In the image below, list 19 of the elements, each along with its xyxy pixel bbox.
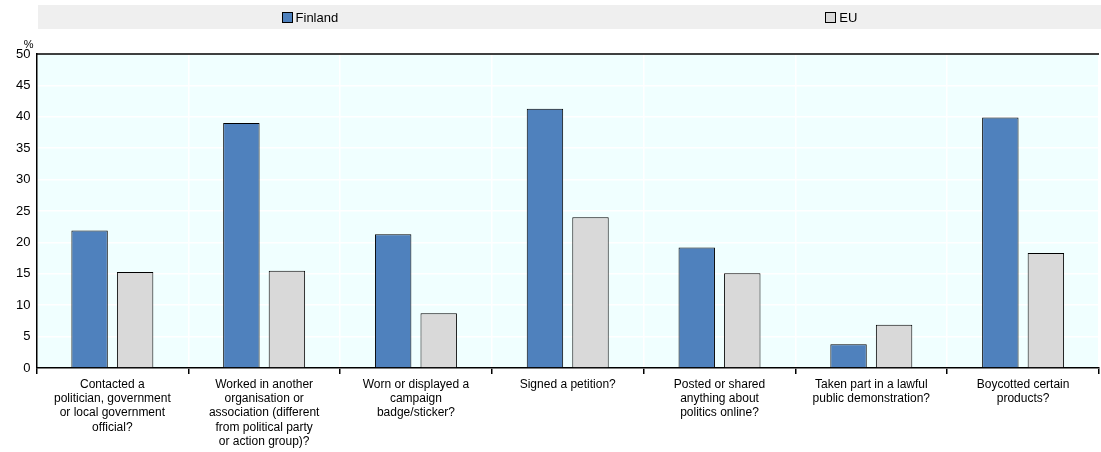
- y-tick-label: 10: [15, 296, 31, 312]
- legend-label: EU: [839, 9, 858, 25]
- x-tick-label: Contacted a politician, government or local government official?: [53, 376, 172, 434]
- x-tick-label: Worn or displayed a campaign badge/sticker?: [362, 376, 470, 420]
- y-tick-label: 45: [15, 76, 31, 92]
- y-tick-label: 25: [15, 202, 31, 218]
- x-tick-label: Posted or shared anything about politics online?: [673, 376, 766, 420]
- y-tick-label: 40: [15, 108, 31, 124]
- y-tick-label: 15: [15, 265, 31, 281]
- y-tick-label: 30: [15, 171, 31, 187]
- y-tick-label: 20: [15, 233, 31, 249]
- x-tick-label: Taken part in a lawful public demonstration?: [812, 376, 931, 405]
- x-tick-label: Signed a petition?: [519, 376, 617, 391]
- x-tick-label: Worked in another organisation or association (different from political party or action group)?: [208, 376, 321, 449]
- y-tick-label: 35: [15, 139, 31, 155]
- y-tick-label: 5: [23, 328, 31, 344]
- y-tick-label: 0: [23, 359, 31, 375]
- legend-label: Finland: [295, 9, 339, 25]
- x-tick-label: Boycotted certain products?: [976, 376, 1070, 405]
